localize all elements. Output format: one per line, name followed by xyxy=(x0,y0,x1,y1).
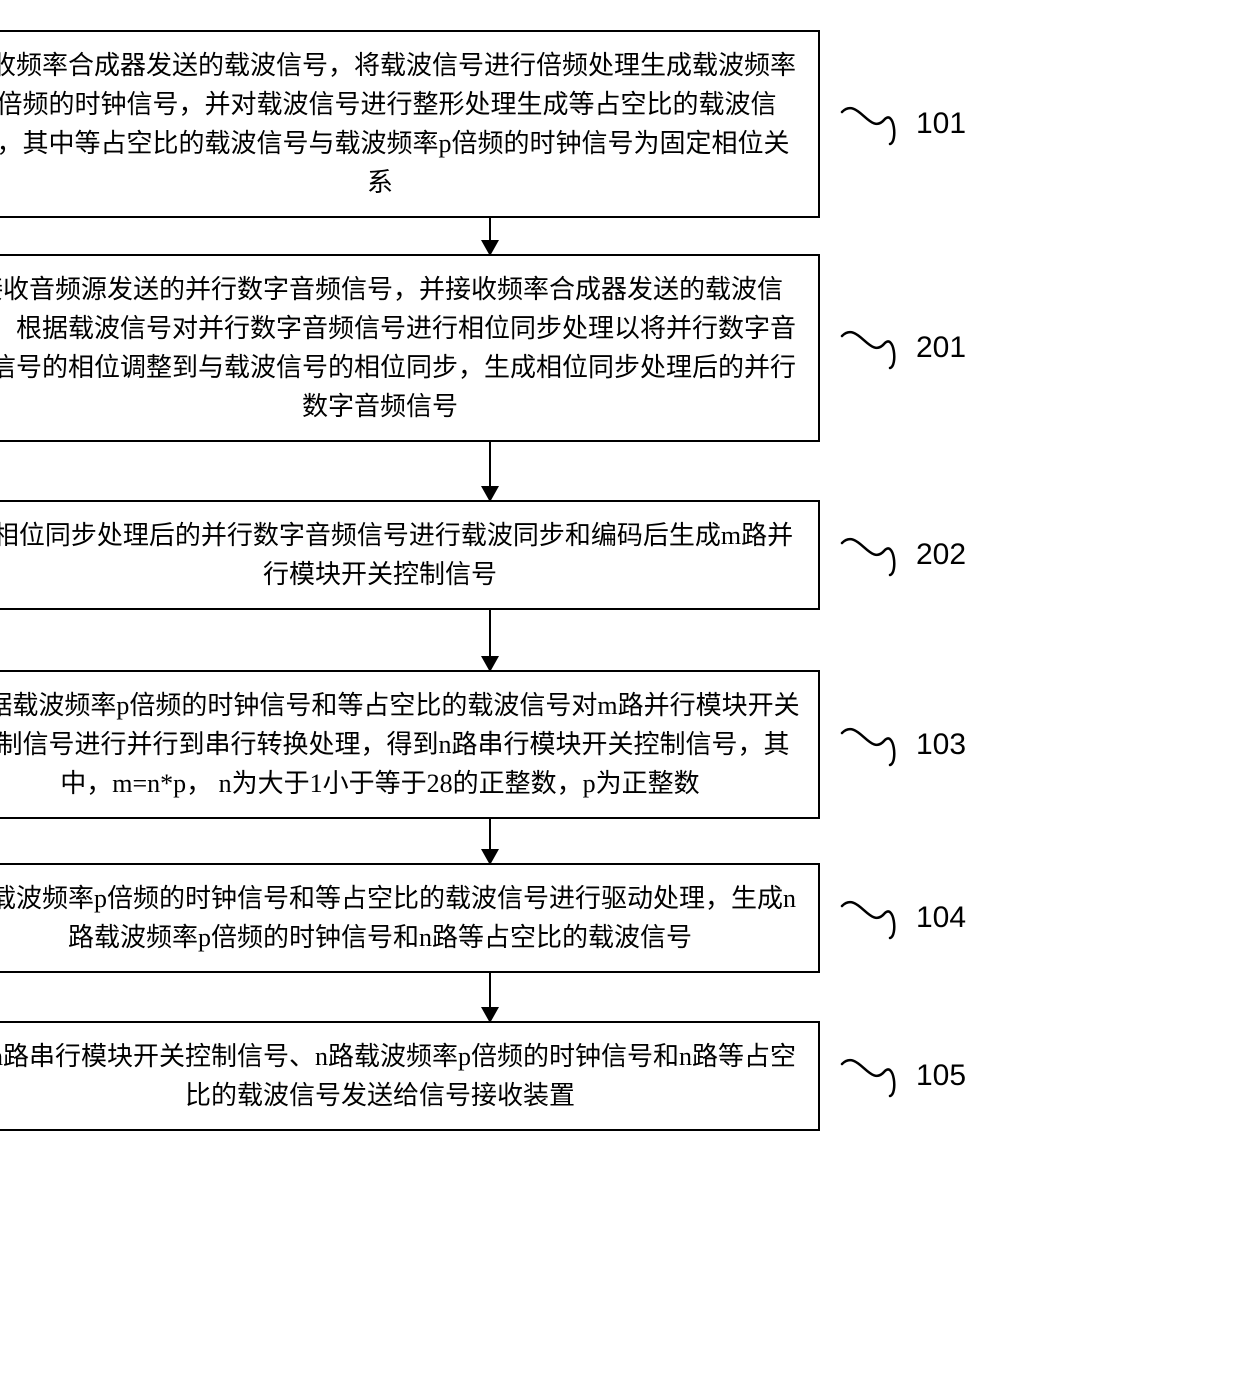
step-number: 202 xyxy=(916,538,966,572)
flow-arrow xyxy=(489,610,491,670)
flow-step-row: 对载波频率p倍频的时钟信号和等占空比的载波信号进行驱动处理，生成n路载波频率p倍… xyxy=(0,863,1040,973)
step-number: 103 xyxy=(916,728,966,762)
step-number: 201 xyxy=(916,331,966,365)
step-number: 101 xyxy=(916,107,966,141)
flow-step-box: 接收频率合成器发送的载波信号，将载波信号进行倍频处理生成载波频率p倍频的时钟信号… xyxy=(0,30,820,218)
flowchart: 接收频率合成器发送的载波信号，将载波信号进行倍频处理生成载波频率p倍频的时钟信号… xyxy=(40,30,940,1131)
flow-step-box: 对相位同步处理后的并行数字音频信号进行载波同步和编码后生成m路并行模块开关控制信… xyxy=(0,500,820,610)
step-label-squiggle: 101 xyxy=(840,102,966,146)
step-label-squiggle: 103 xyxy=(840,723,966,767)
flow-step-box: 将n路串行模块开关控制信号、n路载波频率p倍频的时钟信号和n路等占空比的载波信号… xyxy=(0,1021,820,1131)
flow-step-box: 对载波频率p倍频的时钟信号和等占空比的载波信号进行驱动处理，生成n路载波频率p倍… xyxy=(0,863,820,973)
step-label-squiggle: 104 xyxy=(840,896,966,940)
step-number: 105 xyxy=(916,1059,966,1093)
flow-arrow xyxy=(489,218,491,254)
flow-step-row: 根据载波频率p倍频的时钟信号和等占空比的载波信号对m路并行模块开关控制信号进行并… xyxy=(0,670,1040,819)
step-label-squiggle: 201 xyxy=(840,326,966,370)
flowchart-container: 接收频率合成器发送的载波信号，将载波信号进行倍频处理生成载波频率p倍频的时钟信号… xyxy=(40,30,1140,1131)
flow-step-row: 接收频率合成器发送的载波信号，将载波信号进行倍频处理生成载波频率p倍频的时钟信号… xyxy=(0,30,1040,218)
flow-arrow xyxy=(489,442,491,500)
flow-step-box: 根据载波频率p倍频的时钟信号和等占空比的载波信号对m路并行模块开关控制信号进行并… xyxy=(0,670,820,819)
flow-arrow xyxy=(489,819,491,863)
step-number: 104 xyxy=(916,901,966,935)
flow-step-row: 接收音频源发送的并行数字音频信号，并接收频率合成器发送的载波信号，根据载波信号对… xyxy=(0,254,1040,442)
step-label-squiggle: 202 xyxy=(840,533,966,577)
flow-step-box: 接收音频源发送的并行数字音频信号，并接收频率合成器发送的载波信号，根据载波信号对… xyxy=(0,254,820,442)
flow-arrow xyxy=(489,973,491,1021)
step-label-squiggle: 105 xyxy=(840,1054,966,1098)
flow-step-row: 将n路串行模块开关控制信号、n路载波频率p倍频的时钟信号和n路等占空比的载波信号… xyxy=(0,1021,1040,1131)
flow-step-row: 对相位同步处理后的并行数字音频信号进行载波同步和编码后生成m路并行模块开关控制信… xyxy=(0,500,1040,610)
